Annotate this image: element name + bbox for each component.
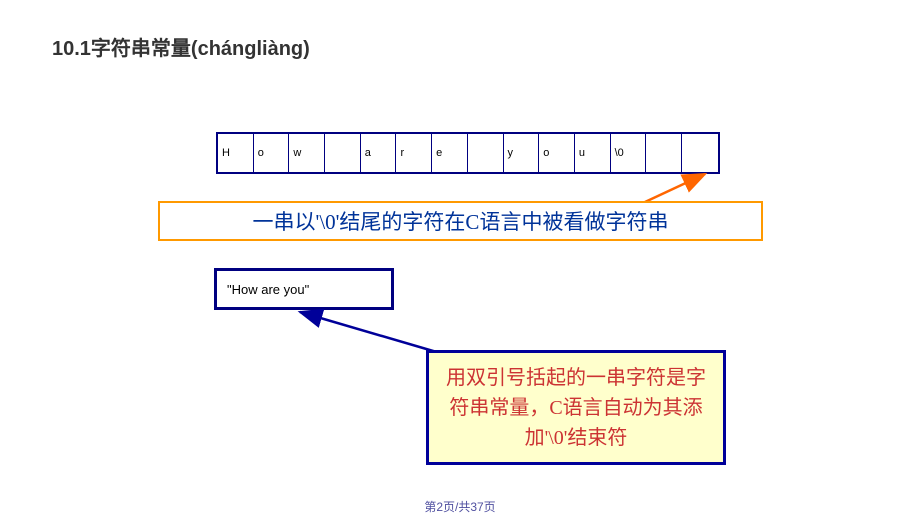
char-cell xyxy=(468,134,504,172)
char-cell xyxy=(646,134,682,172)
char-cell: e xyxy=(432,134,468,172)
char-cell: \0 xyxy=(611,134,647,172)
char-cell xyxy=(325,134,361,172)
char-cell xyxy=(682,134,718,172)
page-number: 第2页/共37页 xyxy=(0,498,920,515)
section-title: 10.1字符串常量(chángliàng) xyxy=(52,32,310,61)
char-cell: r xyxy=(396,134,432,172)
char-cell: H xyxy=(218,134,254,172)
char-cell: o xyxy=(539,134,575,172)
char-cell: w xyxy=(289,134,325,172)
char-cell: a xyxy=(361,134,397,172)
explanation-box-2: 用双引号括起的一串字符是字符串常量，C语言自动为其添加'\0'结束符 xyxy=(426,350,726,465)
char-cell: o xyxy=(254,134,290,172)
explanation-box-1: 一串以'\0'结尾的字符在C语言中被看做字符串 xyxy=(158,201,763,241)
char-array-diagram: H o w a r e y o u \0 xyxy=(216,132,720,174)
code-literal-box: "How are you" xyxy=(214,268,394,310)
char-cell: y xyxy=(504,134,540,172)
orange-arrow-icon xyxy=(640,170,720,205)
char-cell: u xyxy=(575,134,611,172)
